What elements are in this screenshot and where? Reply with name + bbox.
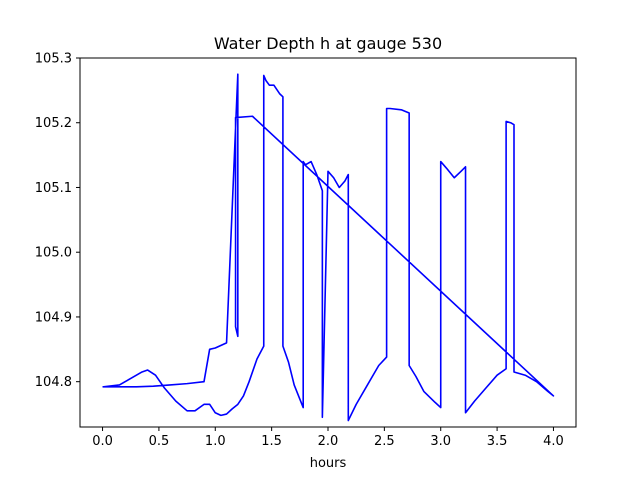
series-layer [102,73,555,422]
x-tick-label: 0.5 [149,434,170,449]
y-ticks: 104.8 104.9 105.0 105.1 105.2 105.3 [35,52,80,390]
x-axis-label: hours [310,456,347,471]
x-tick-label: 0.0 [92,434,113,449]
y-tick-label: 105.2 [35,116,72,131]
x-tick-label: 2.0 [318,434,339,449]
x-tick-label: 4.0 [543,434,564,449]
y-tick-label: 104.9 [35,310,72,325]
x-tick-label: 3.5 [487,434,508,449]
x-tick-label: 3.0 [430,434,451,449]
y-tick-label: 105.3 [35,52,72,67]
chart-title: Water Depth h at gauge 530 [214,34,442,53]
plot-area [80,58,576,427]
series-line-0 [102,73,555,422]
x-ticks: 0.0 0.5 1.0 1.5 2.0 2.5 3.0 3.5 4.0 [92,427,564,449]
x-tick-label: 2.5 [374,434,395,449]
x-tick-label: 1.0 [205,434,226,449]
y-tick-label: 105.0 [35,246,72,261]
x-tick-label: 1.5 [261,434,282,449]
y-tick-label: 105.1 [35,181,72,196]
y-tick-label: 104.8 [35,375,72,390]
